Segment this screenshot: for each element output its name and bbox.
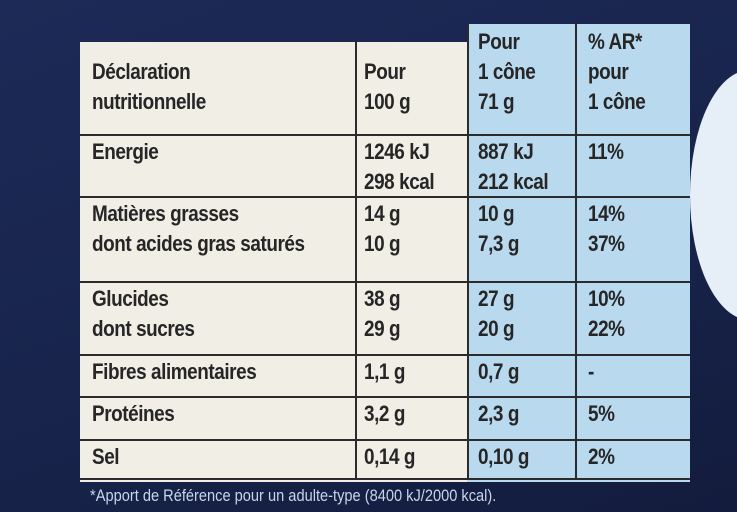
white-panel [80,42,467,482]
header-text: 1 cône [478,59,536,84]
cell-text: 10 g [364,231,401,256]
header-text: 100 g [364,89,411,114]
cell-text: 212 kcal [478,169,549,194]
cell-text: 0,14 g [364,444,416,469]
row-divider [80,478,690,480]
row-divider [80,354,690,356]
row-divider [80,396,690,398]
cell-text: 7,3 g [478,231,519,256]
cell-text: 14% [588,201,625,226]
header-text: 71 g [478,89,515,114]
header-text: Pour [478,29,520,54]
cell-text: 38 g [364,286,401,311]
cell-text: Energie [92,139,159,164]
cell-text: 20 g [478,316,515,341]
row-divider [80,439,690,441]
footnote: *Apport de Référence pour un adulte-type… [90,486,497,505]
cell-text: Protéines [92,401,175,426]
cell-text: Fibres alimentaires [92,359,257,384]
cell-text: 2,3 g [478,401,519,426]
cell-text: 10 g [478,201,515,226]
cell-text: 3,2 g [364,401,405,426]
cell-text: Glucides [92,286,169,311]
header-text: pour [588,59,629,84]
cell-text: Sel [92,444,120,469]
cell-text: dont sucres [92,316,195,341]
cell-text: 298 kcal [364,169,435,194]
cell-text: dont acides gras saturés [92,231,305,256]
row-divider [80,196,690,198]
row-divider [80,281,690,283]
circle-decor [690,70,737,320]
header-text: 1 cône [588,89,646,114]
cell-text: 37% [588,231,625,256]
cell-text: 1,1 g [364,359,405,384]
column-divider [575,24,577,478]
cell-text: 29 g [364,316,401,341]
cell-text: 0,7 g [478,359,519,384]
row-divider [80,134,690,136]
cell-text: 22% [588,316,625,341]
cell-text: 14 g [364,201,401,226]
header-text: Pour [364,59,406,84]
cell-text: 887 kJ [478,139,534,164]
cell-text: 1246 kJ [364,139,430,164]
column-divider [467,24,469,478]
header-text: % AR* [588,29,642,54]
cell-text: 0,10 g [478,444,530,469]
cell-text: 27 g [478,286,515,311]
cell-text: Matières grasses [92,201,239,226]
header-text: Déclaration [92,59,191,84]
column-divider [355,42,357,478]
blue-panel [467,24,690,482]
cell-text: 10% [588,286,625,311]
header-text: nutritionnelle [92,89,206,114]
cell-text: - [588,359,594,384]
cell-text: 2% [588,444,615,469]
cell-text: 11% [588,139,624,164]
cell-text: 5% [588,401,615,426]
